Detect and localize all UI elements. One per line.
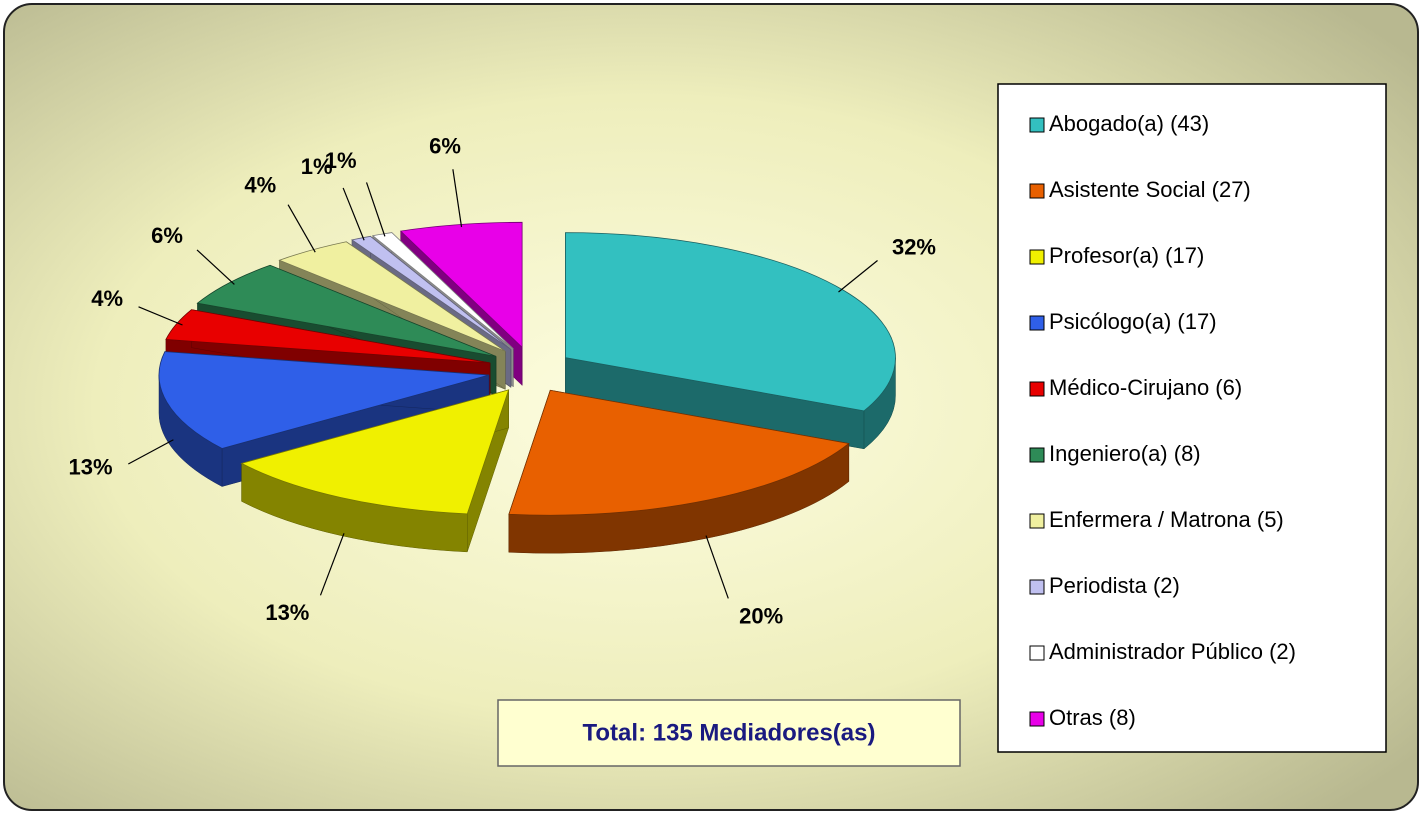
leader-line — [452, 169, 463, 228]
slice — [350, 235, 512, 350]
annotation: Total: 135 Mediadores(as) — [583, 719, 876, 746]
data-label: 1% — [301, 154, 333, 179]
slice — [165, 309, 491, 364]
legend-swatch — [1029, 381, 1045, 397]
slice — [196, 264, 497, 357]
legend-swatch — [1029, 117, 1045, 133]
legend-swatch — [1029, 183, 1045, 199]
slice — [240, 389, 510, 515]
leader-line — [319, 533, 345, 596]
slice — [399, 221, 523, 349]
data-label: 6% — [429, 133, 461, 158]
leader-line — [838, 260, 878, 293]
data-label: 32% — [892, 235, 936, 260]
data-label: 1% — [325, 148, 357, 173]
legend-label: Abogado(a) (43) — [1049, 111, 1209, 136]
slice — [240, 389, 510, 553]
slice — [508, 389, 850, 554]
legend-swatch — [1029, 447, 1045, 463]
legend-swatch — [1029, 513, 1045, 529]
leader-line — [138, 306, 183, 326]
data-label: 6% — [151, 223, 183, 248]
leader-line — [196, 249, 235, 285]
slice — [565, 232, 896, 450]
legend-label: Otras (8) — [1049, 705, 1136, 730]
slice — [158, 351, 490, 449]
legend-label: Psicólogo(a) (17) — [1049, 309, 1217, 334]
legend-swatch — [1029, 579, 1045, 595]
legend-swatch — [1029, 645, 1045, 661]
data-label: 13% — [69, 455, 113, 480]
legend-box — [997, 83, 1387, 753]
data-label: 20% — [739, 604, 783, 629]
leader-line — [365, 182, 386, 237]
slice — [508, 389, 850, 516]
legend-label: Médico-Cirujano (6) — [1049, 375, 1242, 400]
legend-swatch — [1029, 249, 1045, 265]
legend-swatch — [1029, 711, 1045, 727]
slice — [371, 232, 514, 350]
legend-swatch — [1029, 315, 1045, 331]
legend-label: Administrador Público (2) — [1049, 639, 1296, 664]
legend-label: Periodista (2) — [1049, 573, 1180, 598]
slice — [158, 351, 490, 487]
leader-line — [705, 535, 729, 599]
data-label: 4% — [244, 173, 276, 198]
total-box — [497, 699, 961, 767]
legend-label: Enfermera / Matrona (5) — [1049, 507, 1284, 532]
leader-line — [342, 187, 365, 241]
data-label: 13% — [265, 600, 309, 625]
slice — [565, 232, 896, 412]
legend-label: Profesor(a) (17) — [1049, 243, 1204, 268]
slice — [278, 241, 506, 352]
legend-label: Ingeniero(a) (8) — [1049, 441, 1201, 466]
leader-line — [287, 204, 316, 253]
legend-label: Asistente Social (27) — [1049, 177, 1251, 202]
leader-line — [128, 439, 174, 465]
data-label: 4% — [91, 286, 123, 311]
